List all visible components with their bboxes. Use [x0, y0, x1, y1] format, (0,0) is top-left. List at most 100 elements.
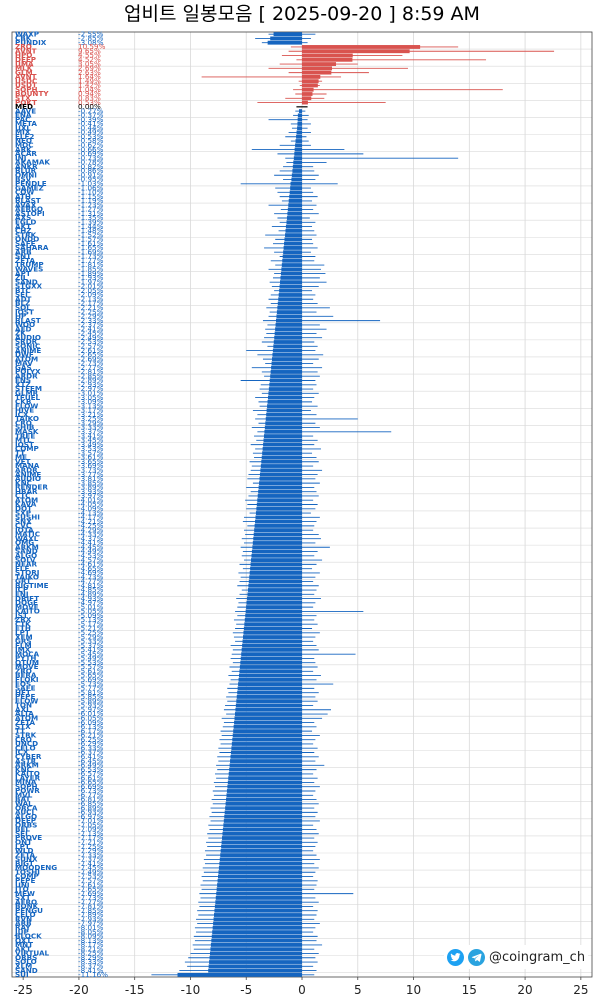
value-label: -1.39%: [78, 217, 104, 226]
bar-xtz: [269, 382, 302, 387]
coin-label: SAND: [15, 277, 38, 286]
value-label: -6.49%: [78, 761, 104, 770]
value-label: -7.37%: [78, 855, 104, 864]
bar-pepe: [236, 694, 302, 699]
coin-label: WAXL: [15, 534, 39, 543]
coin-label: SUI: [15, 970, 29, 979]
bar-ardr: [270, 374, 302, 379]
coin-label: CHZ: [15, 226, 32, 235]
value-label: -4.53%: [78, 551, 104, 560]
coin-label: HIVE: [15, 406, 34, 415]
value-label: -6.85%: [78, 799, 104, 808]
coin-label: BLAST: [15, 316, 41, 325]
value-label: -3.97%: [78, 491, 104, 500]
value-label: -2.89%: [78, 376, 104, 385]
value-label: -5.05%: [78, 607, 104, 616]
value-label: -4.81%: [78, 581, 104, 590]
coin-label: POLYX: [15, 367, 41, 376]
bar-blur: [292, 169, 302, 173]
bar-stgxx: [279, 284, 302, 289]
bar-stx: [302, 96, 312, 101]
bar-arkm: [252, 545, 302, 550]
coin-label: ATOM: [15, 714, 38, 723]
bar-hp: [276, 314, 302, 319]
bar-usdt: [302, 83, 318, 88]
value-label: -4.89%: [78, 589, 104, 598]
value-label: -3.01%: [78, 389, 104, 398]
value-label: -7.49%: [78, 867, 104, 876]
value-label: -6.41%: [78, 752, 104, 761]
coin-label: VET: [15, 457, 30, 466]
value-label: -6.53%: [78, 765, 104, 774]
bar-dot: [256, 506, 302, 511]
coin-label: CRO: [15, 418, 32, 427]
coin-label: KNC: [15, 478, 32, 487]
coin-label: DWF: [15, 350, 34, 359]
coin-label: PYTH: [15, 654, 36, 663]
bar-akt: [210, 947, 302, 952]
value-label: 2.69%: [78, 64, 101, 73]
bar-lpt: [221, 844, 302, 849]
value-label: -8.21%: [78, 944, 104, 953]
value-label: -3.93%: [78, 487, 104, 496]
coin-label: SUSHI: [15, 513, 40, 522]
bar-icx: [266, 412, 302, 417]
coin-label: UMA: [15, 59, 34, 68]
coin-label: AVNT: [15, 46, 37, 55]
coin-label: DOGE: [15, 598, 38, 607]
bar-orbs: [223, 823, 302, 828]
x-tick-label: -5: [240, 983, 252, 997]
value-label: -2.25%: [78, 307, 104, 316]
bar-sand: [251, 549, 302, 554]
bar-mnt: [210, 943, 302, 947]
coin-label: WAXP: [15, 29, 39, 38]
coin-label: PAC: [15, 115, 30, 124]
coin-label: CTC: [15, 491, 30, 500]
bar-hbar: [258, 489, 302, 494]
coin-label: LAYER: [15, 773, 41, 782]
value-label: -0.58%: [78, 136, 104, 145]
value-label: -3.45%: [78, 436, 104, 445]
coin-label: JST: [14, 611, 28, 620]
twitter-icon[interactable]: [447, 948, 464, 966]
value-label: -1.57%: [78, 235, 104, 244]
value-label: -3.61%: [78, 453, 104, 462]
coin-label: AVAX: [15, 200, 37, 209]
bar-virtual: [209, 951, 302, 956]
bar-trump: [281, 263, 302, 267]
coin-label: ARKM: [15, 542, 39, 551]
coin-label: ICX: [15, 748, 29, 757]
coin-label: SEI: [15, 290, 28, 299]
bar-strk: [232, 733, 302, 738]
bar-bigtime: [248, 583, 302, 588]
coin-label: CRO: [15, 735, 32, 744]
coin-label: PROVE: [15, 833, 42, 842]
coin-label: WAVES: [15, 265, 43, 274]
coin-label: DRIFT: [15, 594, 39, 603]
telegram-icon[interactable]: [468, 948, 485, 966]
coin-label: JUP: [14, 927, 29, 936]
value-label: -1.31%: [78, 209, 104, 218]
bar-stx: [233, 724, 302, 729]
coin-label: AKT: [15, 944, 31, 953]
coin-label: WOO: [15, 320, 35, 329]
coin-label: MATIC: [15, 530, 40, 539]
coin-label: MTL: [15, 436, 32, 445]
value-label: -6.09%: [78, 718, 104, 727]
value-label: -4.49%: [78, 547, 104, 556]
value-label: -5.89%: [78, 696, 104, 705]
bar-series: [151, 32, 555, 977]
coin-label: LPT: [15, 842, 30, 851]
coin-label: MOC: [15, 141, 34, 150]
value-label: -1.81%: [78, 260, 104, 269]
bar-sushi: [255, 515, 302, 520]
bar-jto: [216, 887, 302, 892]
value-label: -1.73%: [78, 252, 104, 261]
value-label: -2.85%: [78, 371, 104, 380]
coin-label: KAITO: [15, 769, 40, 778]
bar-toshi: [218, 870, 302, 875]
bar-pundix: [267, 40, 302, 45]
value-label: -5.29%: [78, 632, 104, 641]
coin-label: XLM: [15, 962, 32, 971]
brand-handle[interactable]: @coingram_ch: [489, 949, 586, 965]
